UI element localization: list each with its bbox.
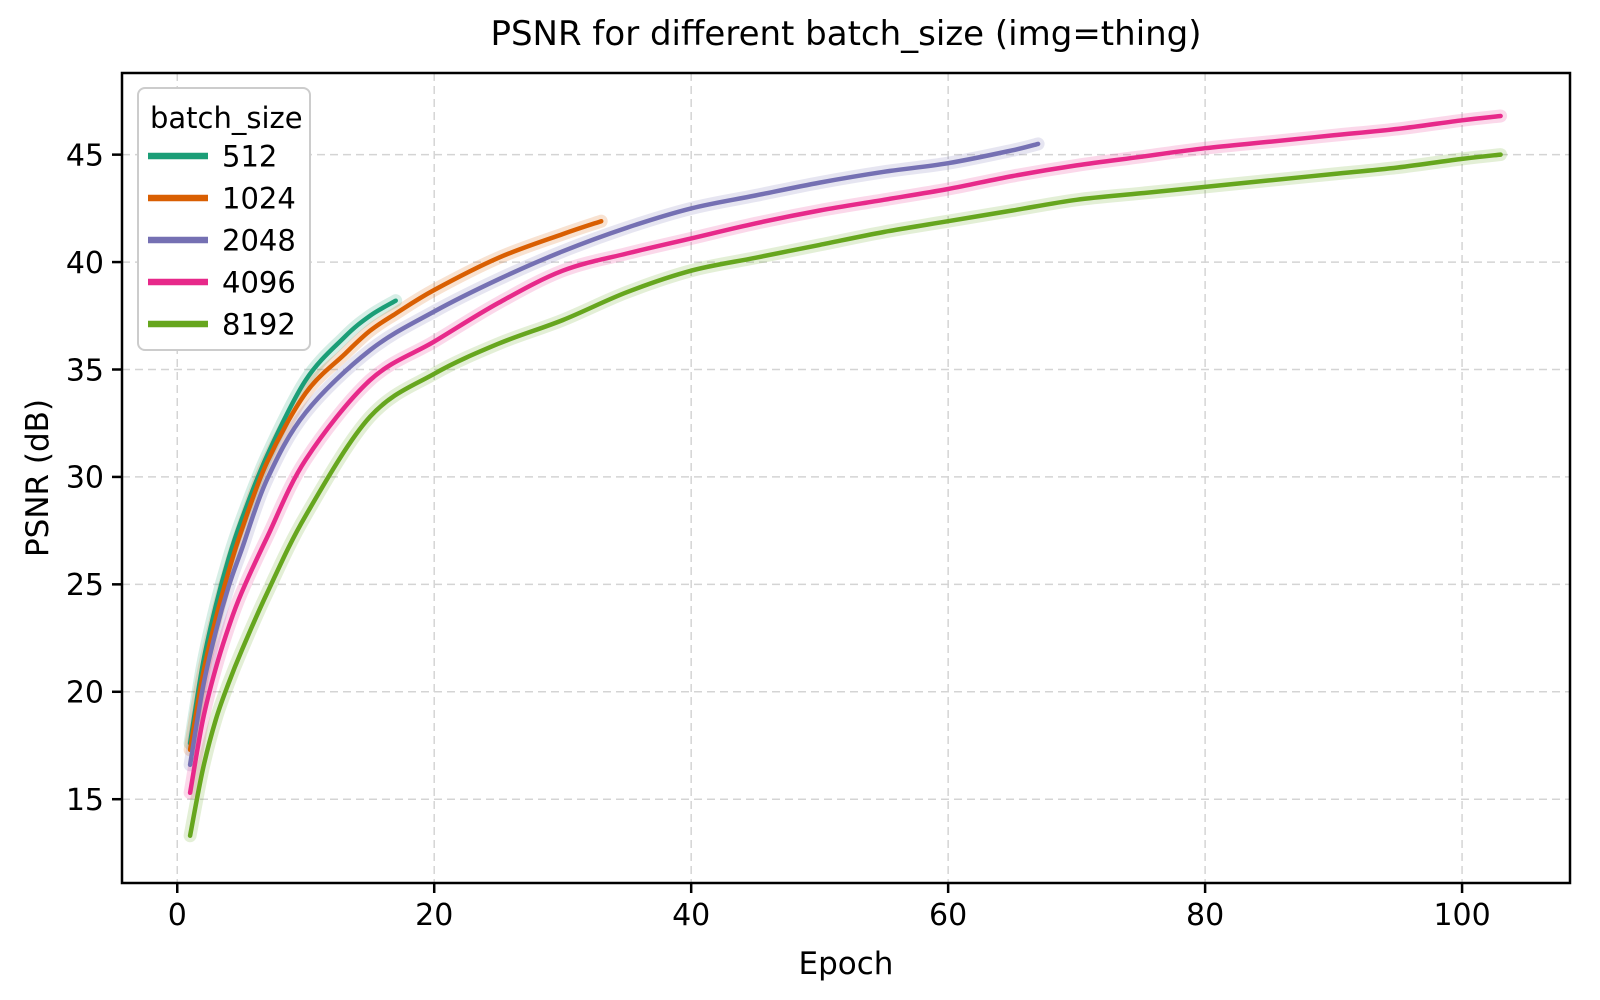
x-tick-label: 100 (1433, 898, 1490, 933)
series-line-4096 (187, 113, 1503, 796)
series-line-8192 (187, 152, 1503, 838)
y-tick-label: 15 (66, 783, 104, 818)
legend-label-1024: 1024 (222, 181, 296, 215)
legend-label-8192: 8192 (222, 307, 296, 341)
series-line-1024 (187, 218, 604, 753)
ci-band-8192 (183, 148, 1508, 843)
legend-title: batch_size (150, 101, 303, 135)
legend-label-2048: 2048 (222, 223, 296, 257)
y-tick-label: 30 (66, 461, 104, 496)
legend-label-512: 512 (222, 139, 277, 173)
x-tick-label: 80 (1186, 898, 1224, 933)
y-tick-label: 20 (66, 676, 104, 711)
ci-band-512 (183, 294, 403, 750)
y-tick-label: 35 (66, 353, 104, 388)
ci-band-2048 (183, 137, 1045, 772)
chart-title: PSNR for different batch_size (img=thing… (490, 14, 1202, 54)
series-line-512 (187, 298, 398, 746)
x-tick-label: 60 (929, 898, 967, 933)
y-tick-label: 45 (66, 138, 104, 173)
y-tick-label: 40 (66, 246, 104, 281)
axes-frame (120, 71, 1572, 885)
legend-label-4096: 4096 (222, 265, 296, 299)
x-tick-label: 20 (415, 898, 453, 933)
series-line-2048 (187, 141, 1041, 768)
x-tick-label: 40 (672, 898, 710, 933)
y-tick-label: 25 (66, 568, 104, 603)
x-axis-label: Epoch (798, 946, 894, 982)
x-tick-label: 0 (168, 898, 187, 933)
